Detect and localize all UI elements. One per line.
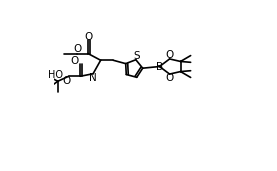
Text: O: O	[70, 56, 79, 66]
Text: O: O	[165, 50, 174, 60]
Text: HO: HO	[48, 70, 63, 80]
Text: N: N	[89, 73, 97, 83]
Text: O: O	[73, 44, 81, 54]
Text: O: O	[165, 73, 174, 83]
Text: B: B	[156, 62, 163, 71]
Text: O: O	[63, 76, 71, 86]
Text: O: O	[84, 32, 92, 42]
Text: S: S	[134, 51, 140, 61]
